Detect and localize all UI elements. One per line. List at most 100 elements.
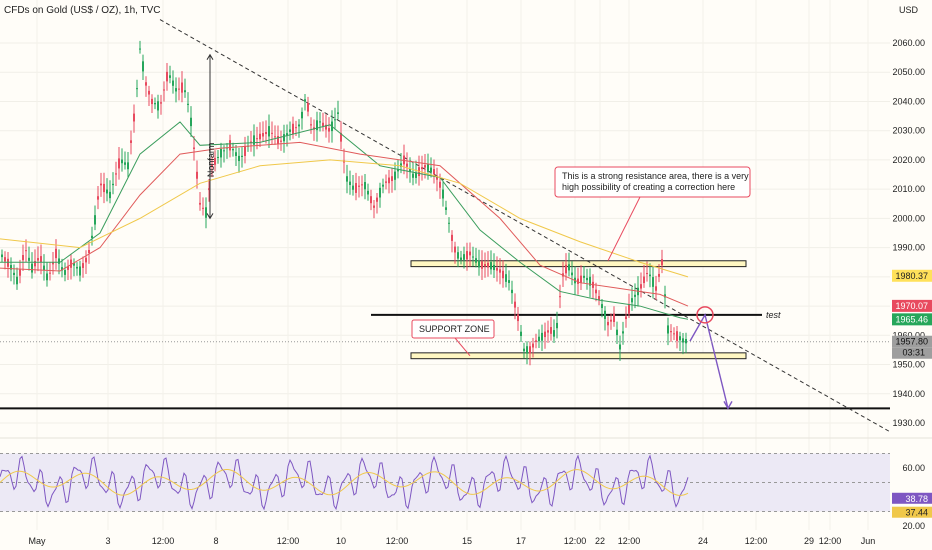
candle-body (268, 126, 270, 137)
countdown-bg (892, 347, 932, 359)
support-zone-label: SUPPORT ZONE (419, 324, 490, 334)
time-tick-label: 12:00 (152, 536, 175, 546)
candle-body (385, 181, 387, 183)
candle-body (34, 261, 36, 267)
moving-average-line (0, 141, 689, 307)
annotation-line: This is a strong resistance area, there … (562, 171, 749, 181)
currency-label: USD (898, 5, 918, 15)
candle-body (583, 275, 585, 278)
candle-body (322, 122, 324, 127)
candle-body (346, 176, 348, 182)
candle-body (91, 235, 93, 239)
rsi-line (0, 454, 689, 511)
candle-body (487, 262, 489, 268)
candle-body (352, 185, 354, 190)
candle-body (292, 123, 294, 135)
candle-body (427, 164, 429, 172)
candle-body (508, 280, 510, 283)
candle-body (361, 184, 363, 186)
candle-body (82, 263, 84, 268)
candle-body (589, 276, 591, 286)
zone-band (410, 352, 747, 360)
candle-body (304, 99, 306, 102)
time-tick-label: 12:00 (618, 536, 641, 546)
price-tick-label: 2010.00 (892, 184, 925, 194)
candle-body (517, 314, 519, 322)
candle-body (505, 274, 507, 282)
candle-body (199, 202, 201, 205)
price-tag-label: 1970.07 (895, 301, 928, 311)
test-circle (696, 306, 714, 324)
candle-body (253, 135, 255, 145)
rsi-value-bg (892, 492, 932, 504)
price-tag-bg (892, 313, 932, 326)
candle-body (124, 162, 126, 165)
candle-body (127, 162, 129, 170)
price-tick-label: 1950.00 (892, 360, 925, 370)
candle-body (481, 261, 483, 269)
test-label: test (766, 310, 781, 320)
candle-body (358, 185, 360, 187)
candle-body (184, 90, 186, 93)
candle-body (622, 331, 624, 334)
candle-body (643, 276, 645, 284)
candle-body (163, 89, 165, 91)
rsi-ma-label: 37.44 (905, 508, 928, 518)
candle-body (541, 332, 543, 341)
candle-body (7, 258, 9, 267)
candle-body (136, 88, 138, 90)
candle-body (601, 304, 603, 309)
candle-body (484, 263, 486, 267)
price-tag-label: 1957.80 (895, 337, 928, 347)
candle-body (535, 340, 537, 342)
time-tick-label: 29 (804, 536, 814, 546)
time-tick-label: Jun (861, 536, 876, 546)
candle-body (676, 331, 678, 341)
candle-body (280, 140, 282, 142)
candle-body (31, 263, 33, 273)
candle-body (652, 277, 654, 287)
candle-body (64, 270, 66, 275)
candle-body (553, 330, 555, 337)
candle-body (631, 298, 633, 303)
candle-body (28, 257, 30, 261)
candle-body (670, 331, 672, 333)
candle-body (454, 246, 456, 253)
candle-body (112, 183, 114, 186)
candle-body (376, 197, 378, 202)
candle-body (628, 304, 630, 314)
time-tick-label: 15 (462, 536, 472, 546)
price-tick-label: 2020.00 (892, 155, 925, 165)
candle-body (370, 196, 372, 204)
price-tick-label: 1960.00 (892, 330, 925, 340)
candle-body (148, 90, 150, 95)
candle-body (532, 343, 534, 348)
candle-body (19, 269, 21, 276)
candle-body (10, 265, 12, 270)
candle-body (238, 155, 240, 162)
candle-body (469, 251, 471, 256)
candle-body (298, 124, 300, 127)
candle-body (490, 262, 492, 270)
candle-body (274, 136, 276, 138)
candle-body (208, 188, 210, 191)
candle-body (139, 48, 141, 50)
candle-body (4, 257, 6, 262)
candle-body (571, 272, 573, 276)
candle-body (295, 127, 297, 129)
candle-body (178, 88, 180, 90)
time-tick-label: 12:00 (277, 536, 300, 546)
time-tick-label: 24 (698, 536, 708, 546)
candle-body (70, 259, 72, 268)
candle-body (73, 263, 75, 266)
candle-body (661, 259, 663, 266)
candle-body (406, 163, 408, 167)
candle-body (496, 267, 498, 271)
candle-body (196, 171, 198, 179)
time-tick-label: 12:00 (745, 536, 768, 546)
price-tick-label: 2050.00 (892, 67, 925, 77)
candle-body (190, 117, 192, 127)
candle-body (595, 289, 597, 294)
